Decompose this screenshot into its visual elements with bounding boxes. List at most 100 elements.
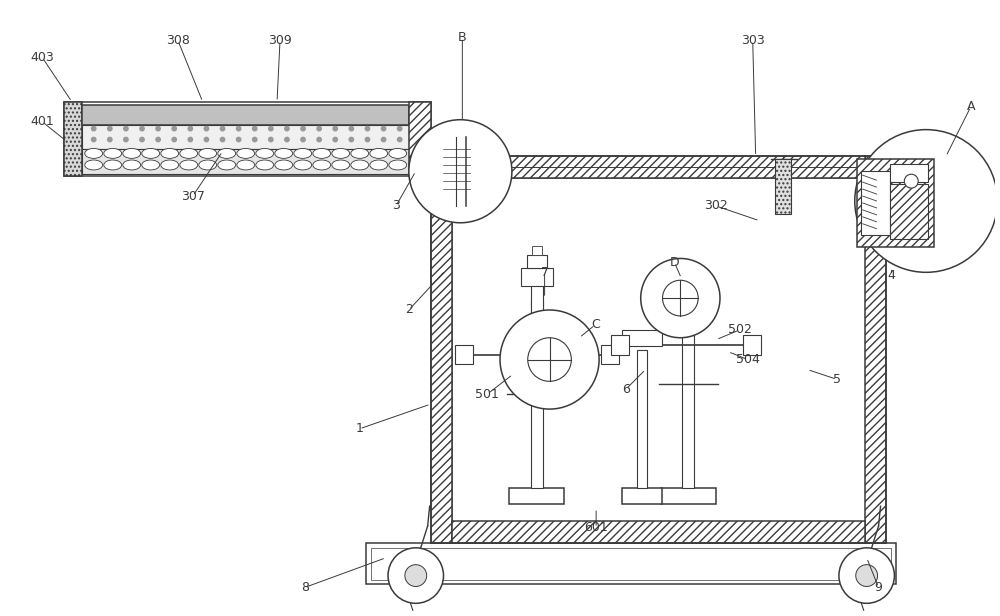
Text: 7: 7 (541, 266, 549, 279)
Text: 501: 501 (475, 387, 499, 401)
Circle shape (301, 126, 305, 131)
Bar (531, 285, 543, 334)
Ellipse shape (161, 148, 179, 158)
Bar (622, 488, 662, 505)
Circle shape (528, 338, 571, 381)
Circle shape (839, 548, 894, 603)
Circle shape (140, 137, 144, 142)
Bar (861, 171, 890, 235)
Ellipse shape (256, 160, 274, 170)
Circle shape (409, 120, 512, 223)
Bar (452, 521, 865, 543)
Bar (601, 345, 619, 365)
Circle shape (388, 548, 444, 603)
Bar (532, 246, 542, 256)
Bar (366, 543, 896, 585)
Circle shape (172, 137, 176, 142)
Circle shape (855, 129, 997, 272)
Circle shape (397, 137, 402, 142)
Ellipse shape (199, 160, 217, 170)
Text: B: B (458, 31, 467, 44)
Bar (622, 330, 662, 346)
Text: 309: 309 (268, 34, 292, 47)
Text: 2: 2 (405, 304, 413, 317)
Text: 5: 5 (833, 373, 841, 386)
Text: 502: 502 (728, 323, 752, 336)
Text: 307: 307 (181, 190, 205, 203)
Ellipse shape (142, 160, 160, 170)
Bar (682, 300, 694, 488)
Ellipse shape (370, 160, 388, 170)
Ellipse shape (104, 160, 122, 170)
Circle shape (663, 280, 698, 316)
Circle shape (397, 126, 402, 131)
Ellipse shape (275, 148, 293, 158)
Text: 601: 601 (584, 522, 608, 535)
Bar (82, 150, 409, 174)
Circle shape (381, 126, 386, 131)
Circle shape (108, 137, 112, 142)
Bar (857, 160, 934, 246)
Circle shape (317, 126, 321, 131)
Ellipse shape (389, 160, 407, 170)
Bar (521, 269, 553, 286)
Text: A: A (966, 100, 975, 113)
Circle shape (236, 137, 241, 142)
Circle shape (92, 126, 96, 131)
Ellipse shape (351, 160, 369, 170)
Bar (743, 334, 761, 355)
Bar (775, 160, 791, 214)
Ellipse shape (218, 148, 236, 158)
Bar (409, 102, 431, 176)
Bar (431, 156, 886, 543)
Ellipse shape (332, 148, 350, 158)
Bar (371, 548, 891, 580)
Bar (455, 345, 473, 365)
Text: 302: 302 (704, 200, 728, 213)
Text: 3: 3 (392, 200, 400, 213)
Ellipse shape (199, 148, 217, 158)
Circle shape (317, 137, 321, 142)
Ellipse shape (370, 148, 388, 158)
Ellipse shape (123, 160, 141, 170)
Bar (527, 256, 547, 269)
Circle shape (253, 137, 257, 142)
Bar (865, 156, 886, 543)
Bar (454, 160, 470, 214)
Circle shape (405, 565, 427, 586)
Circle shape (856, 565, 878, 586)
Circle shape (333, 126, 337, 131)
Circle shape (220, 137, 225, 142)
Circle shape (365, 137, 370, 142)
Bar (890, 164, 928, 182)
Circle shape (365, 126, 370, 131)
Circle shape (124, 126, 128, 131)
Text: 9: 9 (875, 581, 882, 594)
Bar (452, 156, 865, 178)
Circle shape (92, 137, 96, 142)
Ellipse shape (123, 148, 141, 158)
Circle shape (204, 137, 209, 142)
Circle shape (904, 174, 918, 188)
Circle shape (500, 310, 599, 409)
Circle shape (156, 126, 160, 131)
Circle shape (301, 137, 305, 142)
Ellipse shape (104, 148, 122, 158)
Circle shape (108, 126, 112, 131)
Ellipse shape (351, 148, 369, 158)
Bar (509, 488, 564, 505)
Ellipse shape (218, 160, 236, 170)
Circle shape (140, 126, 144, 131)
Circle shape (124, 137, 128, 142)
Ellipse shape (142, 148, 160, 158)
Circle shape (269, 126, 273, 131)
Circle shape (253, 126, 257, 131)
Ellipse shape (180, 160, 198, 170)
Text: 401: 401 (30, 115, 54, 128)
Bar (531, 300, 543, 488)
Text: 303: 303 (741, 34, 765, 47)
Bar (64, 102, 82, 176)
Ellipse shape (85, 160, 103, 170)
Bar (890, 184, 928, 238)
Text: 308: 308 (166, 34, 190, 47)
